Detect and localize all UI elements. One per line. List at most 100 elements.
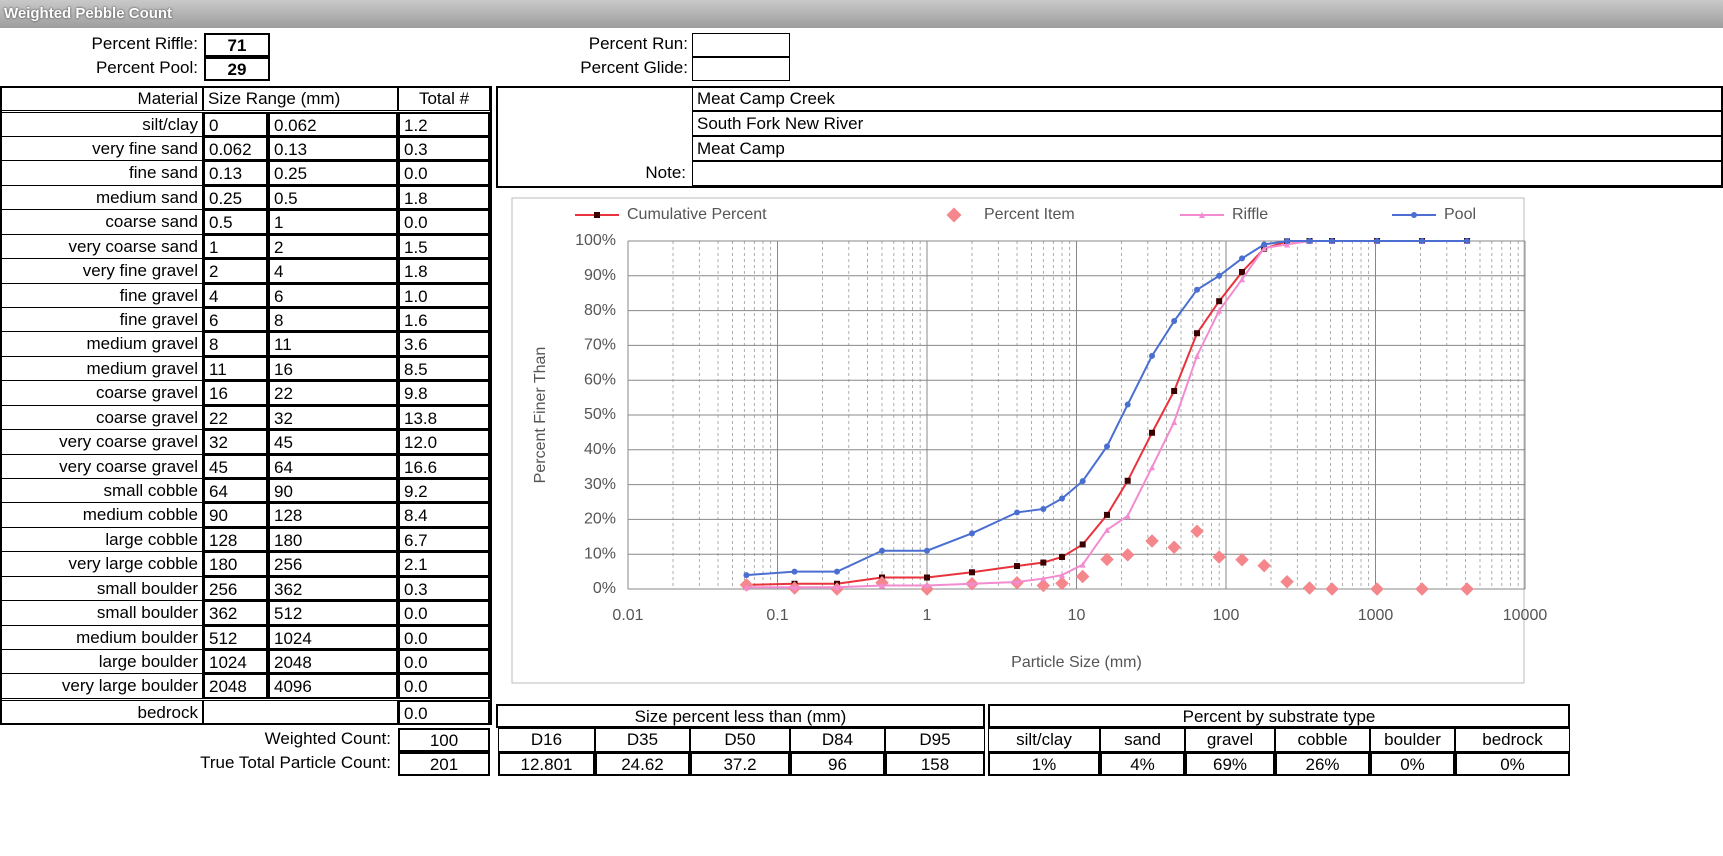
size: 0.13 (268, 135, 398, 162)
y-tick-label: 30% (584, 476, 616, 493)
label: Percent Run: (588, 34, 688, 53)
x-tick-label: 0.1 (766, 607, 788, 624)
legend-label: Percent Item (984, 206, 1075, 223)
d-value: 158 (885, 752, 985, 776)
data-point (1325, 582, 1339, 596)
total: 1.8 (398, 184, 490, 211)
size: 0.062 (268, 111, 398, 137)
data-point (1302, 581, 1317, 595)
size: 0 (203, 111, 268, 137)
total: 1.6 (398, 306, 490, 333)
size: 16 (268, 355, 398, 382)
total: 0.0 (398, 624, 490, 650)
substrate-label: silt/clay (988, 728, 1100, 752)
data-point (1104, 526, 1111, 533)
substrate-value: 69% (1185, 752, 1275, 776)
total: 13.8 (398, 404, 490, 431)
data-point (1124, 401, 1131, 408)
data-point (1124, 477, 1131, 484)
total: 2.1 (398, 551, 490, 577)
data-point (1079, 541, 1086, 548)
size: 64 (203, 477, 268, 504)
size: 0.5 (203, 209, 268, 235)
x-tick-label: 100 (1213, 607, 1240, 624)
total: 0.3 (398, 575, 490, 602)
y-tick-label: 80% (584, 302, 616, 319)
size: 362 (268, 575, 398, 602)
data-point (1100, 552, 1114, 567)
size: 512 (203, 624, 268, 650)
data-point (1460, 582, 1474, 596)
size: 1 (203, 233, 268, 260)
size: 8 (268, 306, 398, 333)
section-title: Size percent less than (mm) (496, 704, 985, 728)
d-label: D95 (885, 728, 985, 752)
data-point (1079, 478, 1086, 485)
y-tick-label: 40% (584, 441, 616, 458)
substrate-label: bedrock (1455, 728, 1570, 752)
data-point (924, 574, 930, 581)
x-tick-label: 1 (923, 607, 932, 624)
size: 256 (268, 551, 398, 577)
y-tick-label: 0% (593, 580, 616, 597)
d-value: 96 (790, 752, 885, 776)
data-point (1104, 443, 1111, 450)
size: 256 (203, 575, 268, 602)
data-point (1079, 561, 1086, 568)
data-point (878, 582, 885, 589)
label: True Total Particle Count: (200, 753, 391, 772)
x-tick-label: 1000 (1358, 607, 1394, 624)
substrate-label: gravel (1185, 728, 1275, 752)
data-point (1216, 307, 1223, 314)
data-point (833, 568, 840, 575)
data-point (1239, 255, 1246, 262)
x-tick-label: 10000 (1503, 607, 1548, 624)
weighted-count: 100 (398, 728, 490, 752)
total: 8.4 (398, 502, 490, 528)
data-point (1329, 238, 1336, 244)
data-point (1261, 241, 1268, 248)
note-label: Note: (645, 163, 686, 182)
substrate-value: 0% (1455, 752, 1570, 776)
size: 2048 (203, 673, 268, 699)
data-point (1374, 238, 1381, 244)
data-point (1014, 509, 1021, 516)
legend-marker (594, 212, 600, 218)
total: 0.0 (398, 160, 490, 186)
size: 6 (203, 306, 268, 333)
data-point (1014, 563, 1021, 570)
data-point (1239, 276, 1246, 283)
input-box (692, 33, 790, 57)
size: 90 (268, 477, 398, 504)
data-point (1059, 553, 1066, 560)
size: 11 (268, 331, 398, 357)
data-point (1190, 524, 1204, 538)
total: 12.0 (398, 429, 490, 455)
y-tick-label: 60% (584, 371, 616, 388)
size: 45 (203, 453, 268, 479)
total: 0.0 (398, 673, 490, 699)
data-point (1149, 464, 1156, 471)
input-box (692, 57, 790, 81)
label: Percent Pool: (95, 58, 198, 77)
percent-riffle: 71 (204, 33, 270, 57)
data-point (1261, 244, 1268, 251)
data-point (743, 584, 750, 591)
d-value: 24.62 (595, 752, 690, 776)
data-point (1040, 575, 1047, 582)
size: 2 (268, 233, 398, 260)
d-label: D35 (595, 728, 690, 752)
data-point (1419, 238, 1426, 244)
size: 128 (268, 502, 398, 528)
substrate-label: sand (1100, 728, 1185, 752)
data-point (969, 530, 976, 537)
label: Weighted Count: (264, 729, 391, 748)
data-point (1120, 548, 1135, 562)
size: 0.062 (203, 135, 268, 162)
data-point (1149, 352, 1156, 359)
total: 9.8 (398, 380, 490, 406)
table-frame (0, 86, 492, 725)
data-point (1059, 495, 1066, 502)
data-point (1036, 578, 1051, 593)
